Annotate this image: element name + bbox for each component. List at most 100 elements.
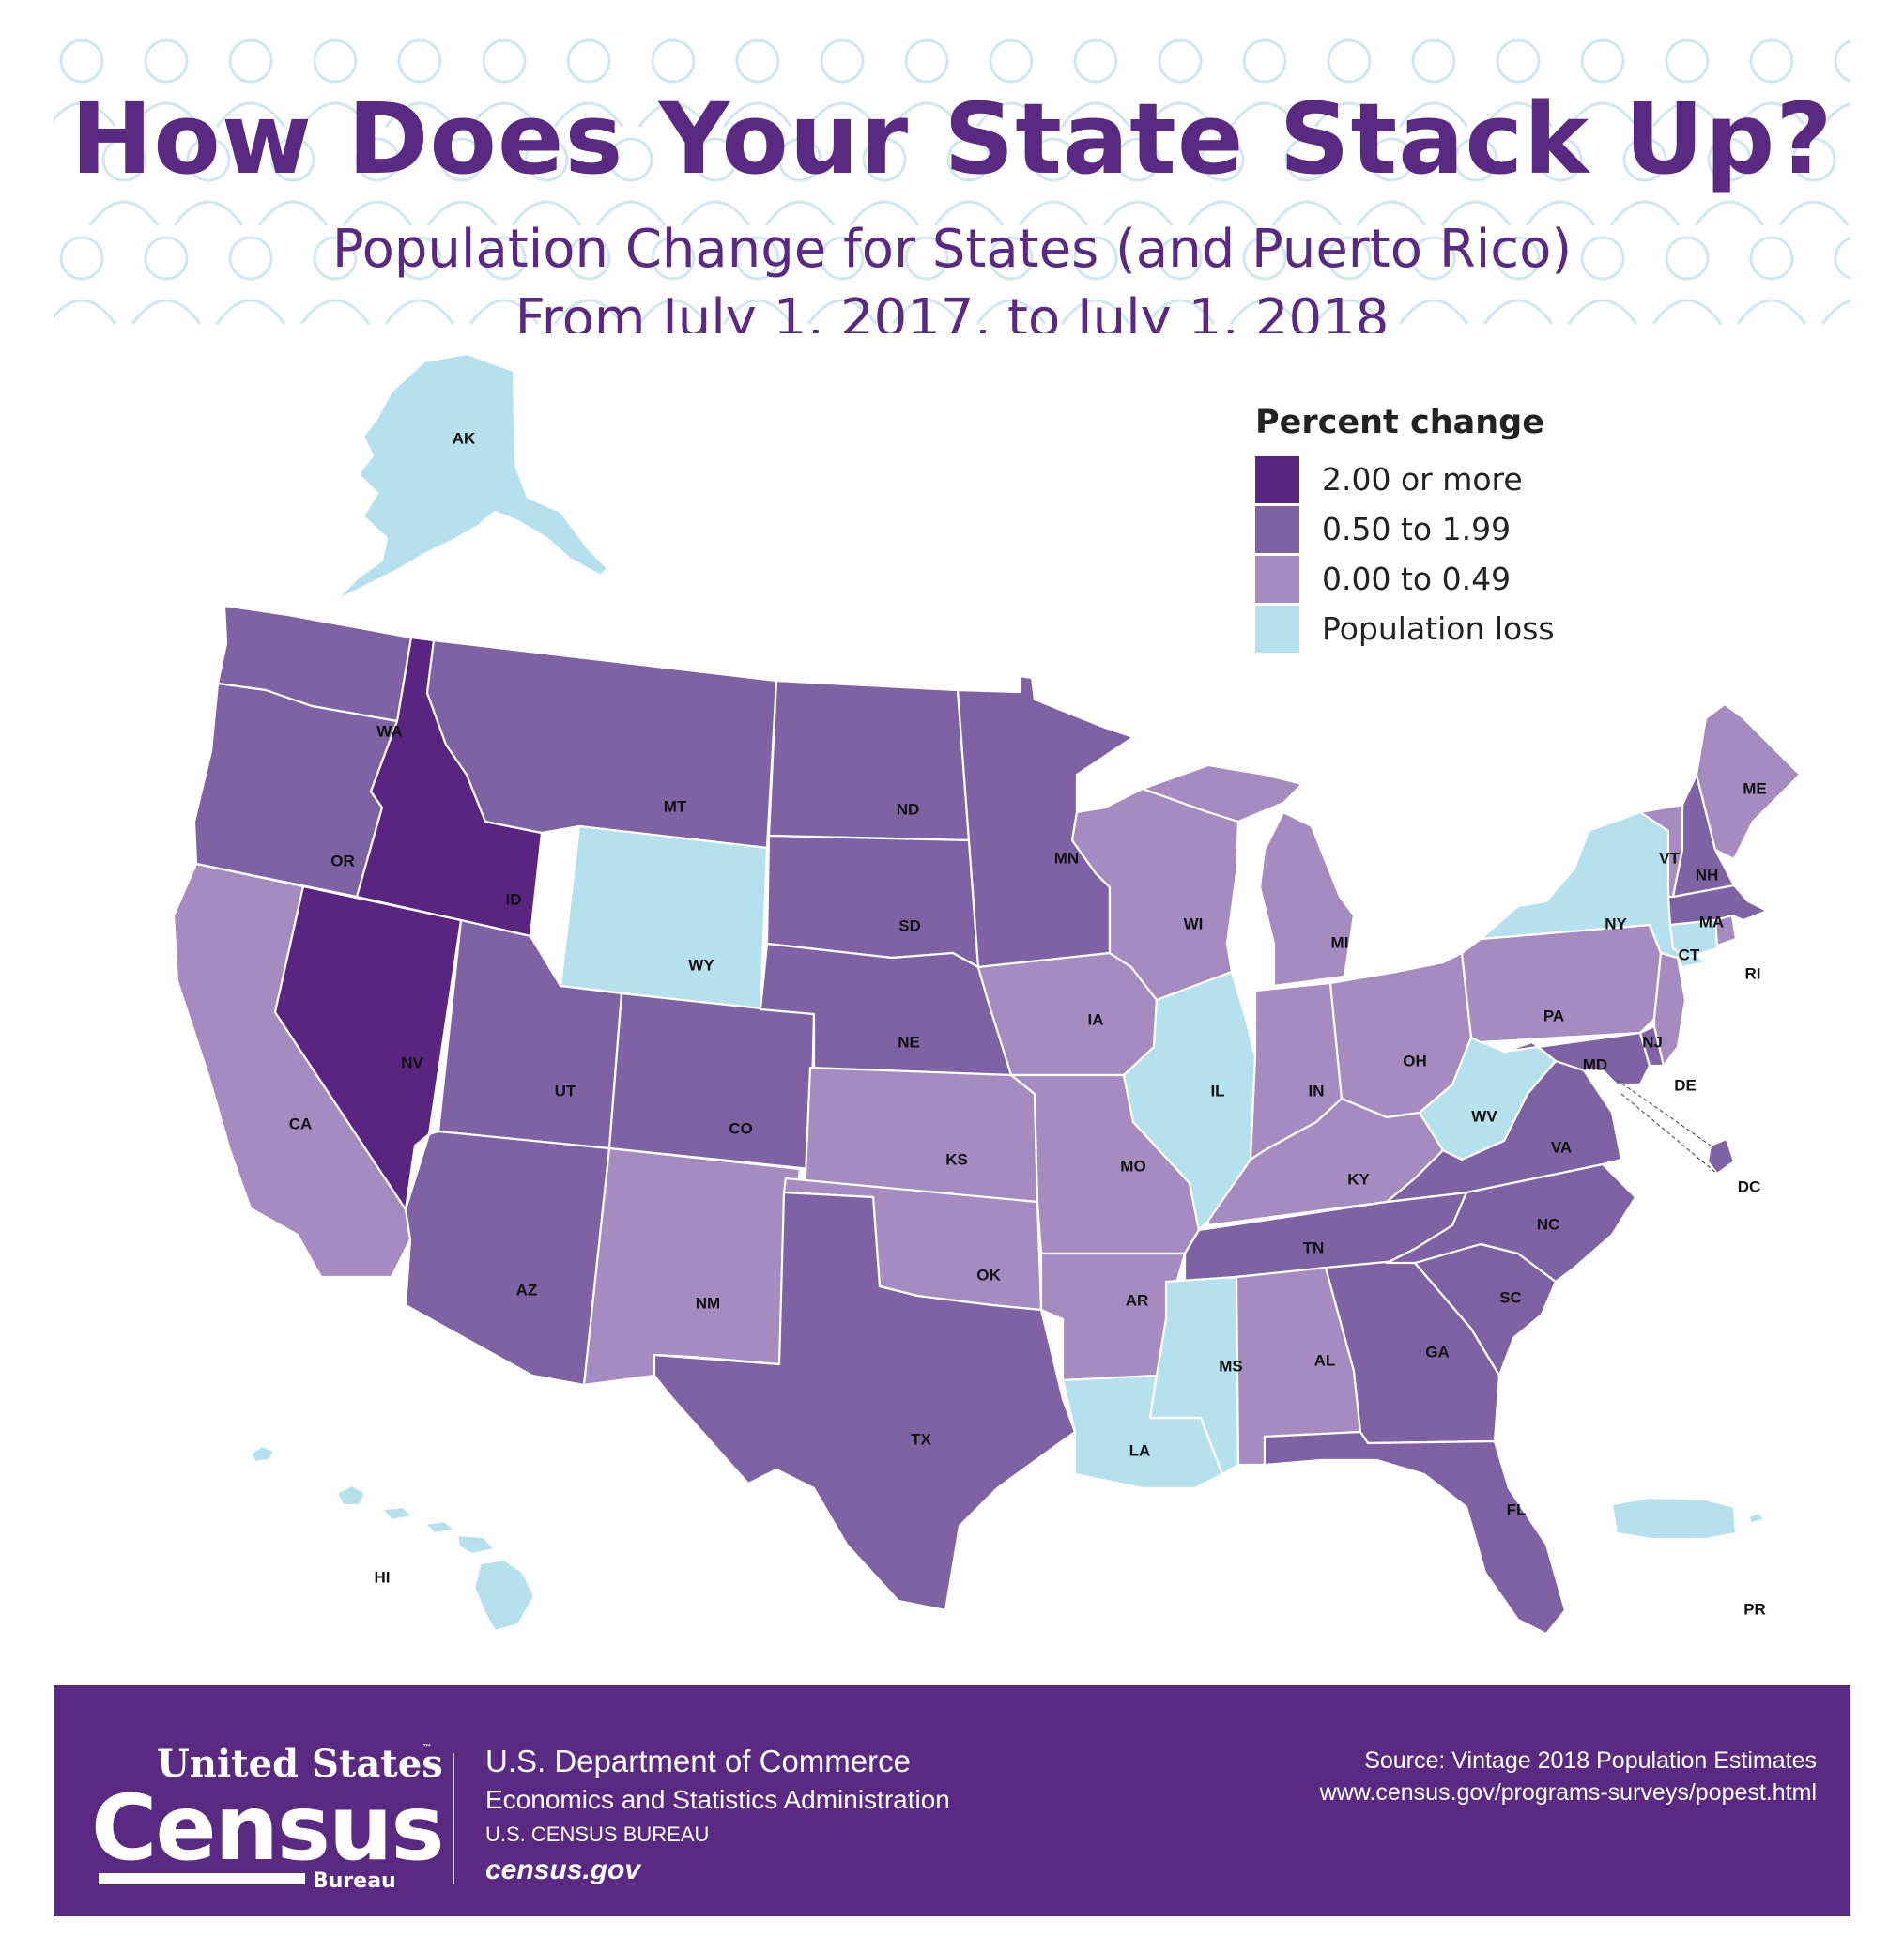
state-co (607, 992, 816, 1171)
label-hi: HI (375, 1568, 391, 1586)
state-ak (333, 352, 609, 603)
subtitle-line-2: From July 1, 2017, to July 1, 2018 (514, 288, 1390, 333)
source-note: Source: Vintage 2018 Population Estimate… (1364, 1747, 1817, 1774)
label-ms: MS (1219, 1357, 1243, 1375)
logo-united-states: United States (157, 1742, 443, 1786)
label-ak: AK (453, 429, 476, 447)
label-nh: NH (1696, 866, 1719, 884)
label-ne: NE (898, 1033, 920, 1051)
great-lakes (1238, 822, 1274, 962)
label-nd: ND (897, 800, 920, 818)
label-ct: CT (1679, 946, 1700, 963)
main-title: How Does Your State Stack Up? (70, 82, 1834, 196)
label-mi: MI (1331, 933, 1349, 951)
dc-leader-line (1616, 1079, 1712, 1146)
label-ri: RI (1745, 964, 1761, 982)
label-ut: UT (555, 1082, 576, 1100)
label-al: AL (1314, 1351, 1336, 1369)
label-wi: WI (1184, 915, 1204, 932)
label-wv: WV (1471, 1107, 1497, 1125)
label-mo: MO (1120, 1157, 1145, 1175)
state-nd (767, 679, 971, 842)
label-de: DE (1674, 1076, 1697, 1094)
census-gov-link[interactable]: census.gov (485, 1854, 641, 1885)
source-url-link[interactable]: www.census.gov/programs-surveys/popest.h… (1319, 1779, 1817, 1806)
label-fl: FL (1507, 1500, 1527, 1518)
label-me: ME (1743, 779, 1767, 797)
legend-swatch (1255, 555, 1299, 603)
label-wa: WA (376, 722, 402, 740)
legend-label: Population loss (1322, 610, 1555, 647)
logo-census: Census (91, 1776, 445, 1881)
label-md: MD (1583, 1055, 1607, 1073)
state-me (1695, 702, 1802, 861)
people-pattern-background (54, 38, 1850, 325)
footer: United States ™ Census Bureau U.S. Depar… (54, 1685, 1850, 1916)
label-nc: NC (1537, 1215, 1560, 1233)
label-mt: MT (664, 797, 687, 815)
label-tn: TN (1303, 1238, 1325, 1256)
label-sc: SC (1499, 1288, 1522, 1306)
label-or: OR (330, 852, 355, 869)
label-oh: OH (1403, 1052, 1427, 1069)
label-pr: PR (1743, 1600, 1766, 1618)
legend-swatch (1255, 505, 1299, 553)
state-fl (1263, 1430, 1567, 1636)
label-wy: WY (688, 956, 714, 974)
administration-name: Economics and Statistics Administration (485, 1785, 950, 1814)
label-va: VA (1551, 1138, 1572, 1156)
label-co: CO (729, 1119, 753, 1137)
label-tx: TX (911, 1430, 931, 1448)
label-ny: NY (1605, 915, 1627, 932)
legend-item: Population loss (1255, 604, 1650, 654)
label-in: IN (1309, 1082, 1325, 1100)
label-nm: NM (696, 1294, 720, 1312)
us-choropleth-map: AK HI PR WA OR CA ID NV MT WY UT CO AZ N… (172, 352, 1802, 1636)
legend-item: 2.00 or more (1255, 454, 1650, 504)
state-pr (1610, 1496, 1766, 1541)
bureau-name: U.S. CENSUS BUREAU (485, 1823, 710, 1846)
legend-label: 0.00 to 0.49 (1322, 561, 1512, 597)
logo-trademark: ™ (422, 1742, 433, 1755)
label-ar: AR (1126, 1291, 1149, 1309)
legend-item: 0.00 to 0.49 (1255, 554, 1650, 604)
state-ia (976, 951, 1159, 1077)
state-tx (653, 1191, 1077, 1612)
label-dc: DC (1738, 1177, 1761, 1195)
label-nv: NV (401, 1054, 423, 1071)
label-id: ID (506, 890, 522, 908)
state-ks (803, 1066, 1039, 1204)
infographic: How Does Your State Stack Up? Population… (54, 23, 1850, 1916)
label-ks: KS (945, 1150, 968, 1168)
label-ga: GA (1425, 1343, 1450, 1361)
state-ma (1666, 884, 1769, 927)
legend-label: 0.50 to 1.99 (1322, 511, 1512, 547)
label-ky: KY (1347, 1170, 1370, 1188)
state-hi (249, 1444, 536, 1633)
label-il: IL (1210, 1082, 1224, 1100)
department-name: U.S. Department of Commerce (485, 1744, 911, 1778)
state-wy (559, 824, 769, 1011)
label-vt: VT (1659, 849, 1680, 867)
legend-title: Percent change (1255, 404, 1544, 441)
dc-leader-line-2 (1620, 1093, 1718, 1175)
logo-underline (99, 1873, 305, 1884)
state-nm (582, 1146, 802, 1387)
label-ia: IA (1088, 1010, 1104, 1028)
header: How Does Your State Stack Up? Population… (54, 23, 1850, 333)
footer-divider (453, 1753, 454, 1884)
label-sd: SD (898, 916, 921, 934)
label-ca: CA (289, 1115, 313, 1132)
state-az (404, 1130, 611, 1387)
label-nj: NJ (1642, 1033, 1663, 1051)
label-ma: MA (1699, 913, 1724, 931)
label-az: AZ (516, 1281, 538, 1299)
legend-label: 2.00 or more (1322, 461, 1523, 498)
label-ok: OK (976, 1266, 1001, 1284)
legend-swatch (1255, 605, 1299, 653)
label-mn: MN (1054, 849, 1079, 867)
legend: Percent change 2.00 or more 0.50 to 1.99… (1255, 404, 1650, 654)
label-pa: PA (1543, 1007, 1564, 1024)
state-nc (1385, 1162, 1637, 1284)
